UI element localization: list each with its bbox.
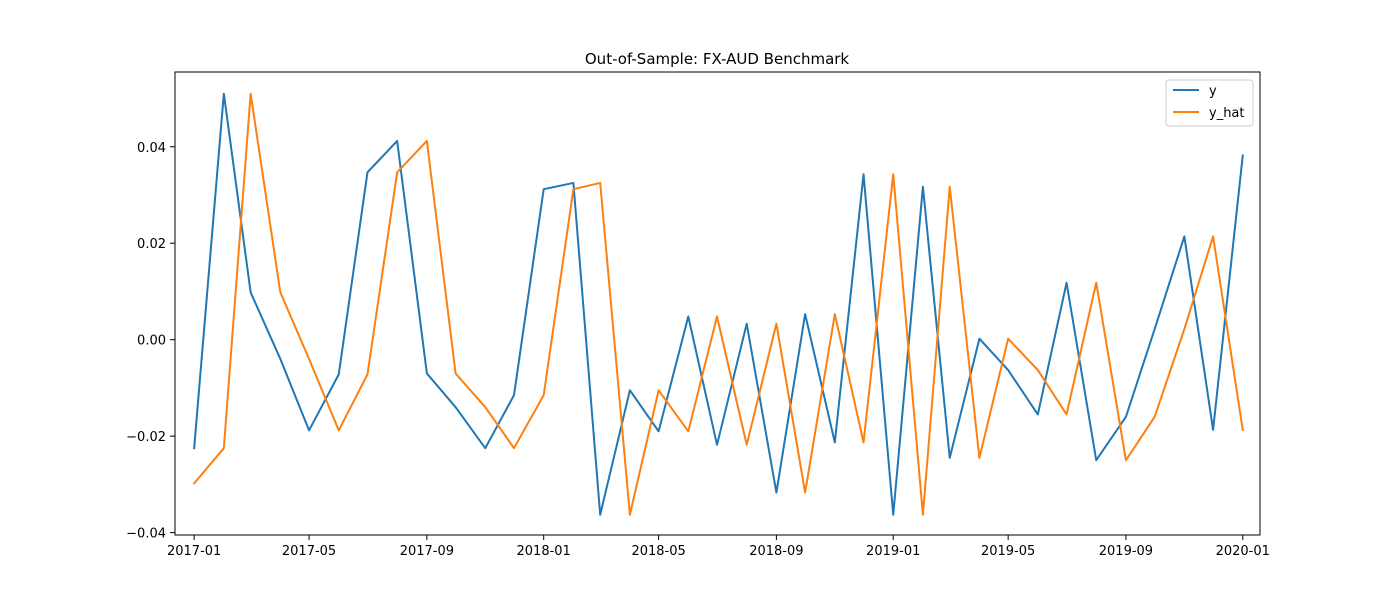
- x-tick-label: 2020-01: [1216, 544, 1270, 559]
- legend-box: [1165, 79, 1254, 127]
- x-tick-label: 2017-09: [400, 544, 454, 559]
- x-tick-label: 2019-09: [1099, 544, 1153, 559]
- x-tick-label: 2019-05: [981, 544, 1035, 559]
- series-line-y-hat: [192, 92, 1244, 516]
- y-axis: −0.04 −0.02 0.00 0.02 0.04: [126, 141, 175, 542]
- x-tick-label: 2017-01: [167, 544, 221, 559]
- x-tick-label: 2017-05: [282, 544, 336, 559]
- series-line-y: [193, 92, 1244, 516]
- x-tick-label: 2018-09: [749, 544, 803, 559]
- series-layer: [192, 92, 1244, 516]
- y-tick-label: −0.04: [126, 527, 166, 542]
- y-tick-label: 0.04: [137, 141, 166, 156]
- legend-label-y-hat: y_hat: [1209, 106, 1245, 121]
- x-axis: 2017-01 2017-05 2017-09 2018-01 2018-05 2018-…: [167, 535, 1270, 559]
- y-tick-label: 0.02: [137, 237, 166, 252]
- y-tick-label: −0.02: [126, 430, 166, 445]
- y-tick-label: 0.00: [137, 334, 166, 349]
- x-tick-label: 2019-01: [866, 544, 920, 559]
- legend: y y_hat: [1165, 79, 1254, 127]
- x-tick-label: 2018-01: [517, 544, 571, 559]
- legend-label-y: y: [1209, 84, 1217, 99]
- x-tick-label: 2018-05: [631, 544, 685, 559]
- chart-title: Out-of-Sample: FX-AUD Benchmark: [585, 50, 850, 68]
- plot-frame: [174, 71, 1261, 536]
